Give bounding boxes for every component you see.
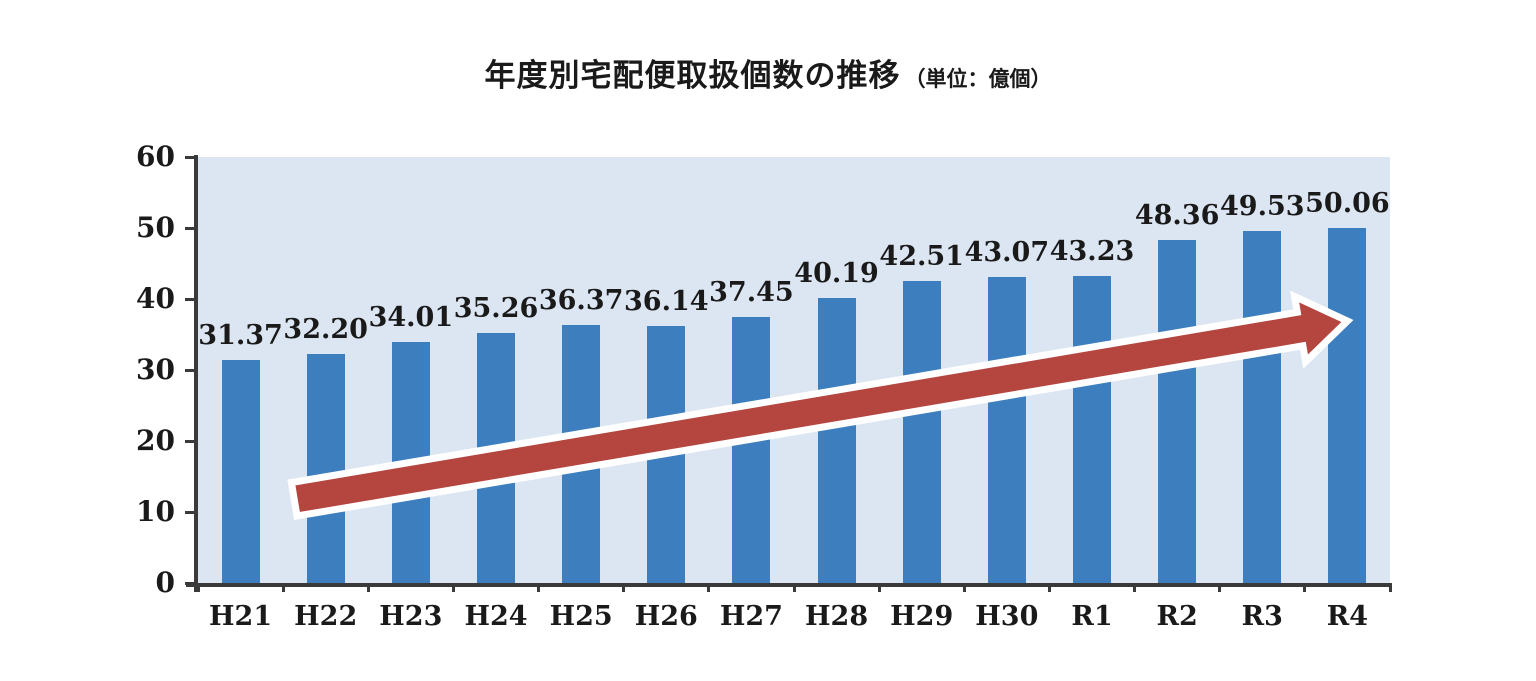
bar-H21 [221,360,260,583]
bar-H23 [391,341,430,583]
x-tick [792,583,796,592]
y-axis-label: 40 [136,282,175,315]
bar-value-label: 48.36 [1134,199,1220,231]
bar-value-label: 50.06 [1305,187,1390,219]
x-axis-label: H21 [209,601,273,632]
x-axis-label: H24 [464,601,528,632]
x-tick [962,583,966,592]
y-axis-label: 50 [136,211,175,244]
x-axis-label: R2 [1156,601,1198,632]
bar-value-label: 42.51 [879,241,964,273]
y-tick [185,226,198,230]
bar-H30 [987,277,1026,583]
y-axis-label: 20 [136,424,175,457]
x-axis-label: R3 [1241,601,1283,632]
bar-R4 [1328,227,1367,583]
x-tick [622,583,626,592]
bar-value-label: 43.23 [1049,236,1135,268]
y-tick [185,155,198,159]
x-axis-label: R4 [1326,601,1369,632]
bar-H25 [562,324,601,583]
bar-H24 [477,332,515,583]
bar-H26 [647,326,686,583]
x-tick [1047,583,1051,592]
y-tick [185,510,198,514]
x-axis-label: H28 [805,601,869,632]
bar-value-label: 43.07 [964,237,1050,269]
x-axis-label: H22 [294,601,358,632]
y-tick [185,368,198,372]
bar-H29 [902,281,941,583]
x-tick [877,583,881,592]
y-axis-label: 60 [136,140,175,173]
bar-H28 [817,297,856,583]
y-tick [185,297,198,301]
chart-title-unit: （単位：億個） [904,67,1052,91]
chart-title-text: 年度別宅配便取扱個数の推移 [484,58,901,94]
bar-R2 [1158,239,1197,583]
bar-H22 [306,354,345,583]
y-axis-label: 30 [136,353,175,386]
x-tick [1133,583,1137,592]
x-axis-label: H27 [719,601,783,632]
bar-H27 [732,317,771,583]
y-tick [185,439,198,443]
bar-value-label: 40.19 [794,257,879,289]
y-axis-label: 10 [136,495,175,528]
bar-value-label: 31.37 [198,320,283,352]
x-tick [537,583,541,592]
bar-R1 [1073,276,1111,583]
x-axis-label: H30 [975,601,1039,632]
bar-R3 [1243,231,1282,583]
x-tick [196,583,200,592]
x-axis-label: H26 [634,601,698,632]
x-axis-label: H23 [379,601,443,632]
x-axis-label: R1 [1071,601,1113,632]
x-axis-label: H29 [890,601,954,632]
x-tick [1218,583,1222,592]
x-tick [1303,583,1307,592]
x-axis-line [186,583,1390,587]
x-tick [707,583,711,592]
chart-title: 年度別宅配便取扱個数の推移 （単位：億個） [0,52,1536,100]
x-tick [451,583,455,592]
x-tick [281,583,285,592]
y-axis-line [194,155,198,592]
bar-value-label: 49.53 [1220,191,1305,223]
x-axis-label: H25 [549,601,613,632]
y-axis-label: 0 [155,566,175,599]
x-tick [366,583,370,592]
x-tick [1388,583,1392,592]
